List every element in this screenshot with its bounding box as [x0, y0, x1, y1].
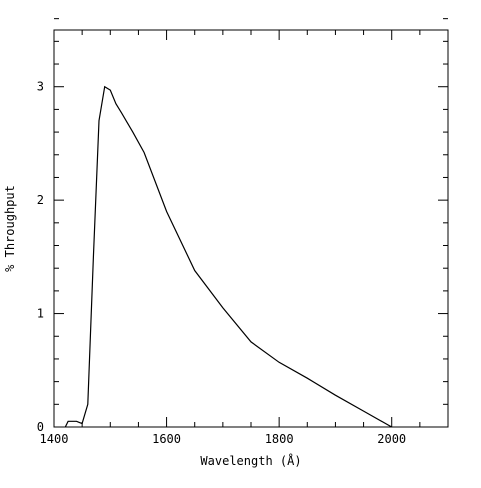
- x-tick-labels: 1400 1600 1800 2000: [40, 432, 407, 446]
- axis-ticks: [53, 18, 449, 428]
- x-tick-label: 1400: [40, 432, 69, 446]
- throughput-line: [64, 85, 392, 428]
- y-axis-label: % Throughput: [3, 185, 17, 272]
- y-tick-label: 0: [37, 420, 44, 434]
- plot-frame: [53, 29, 449, 428]
- x-axis-label: Wavelength (Å): [200, 453, 301, 468]
- y-tick-labels: 0 1 2 3: [37, 80, 44, 434]
- y-tick-label: 2: [37, 193, 44, 207]
- y-tick-label: 1: [37, 307, 44, 321]
- x-tick-label: 1800: [265, 432, 294, 446]
- y-tick-label: 3: [37, 80, 44, 94]
- x-tick-label: 2000: [377, 432, 406, 446]
- x-tick-label: 1600: [152, 432, 181, 446]
